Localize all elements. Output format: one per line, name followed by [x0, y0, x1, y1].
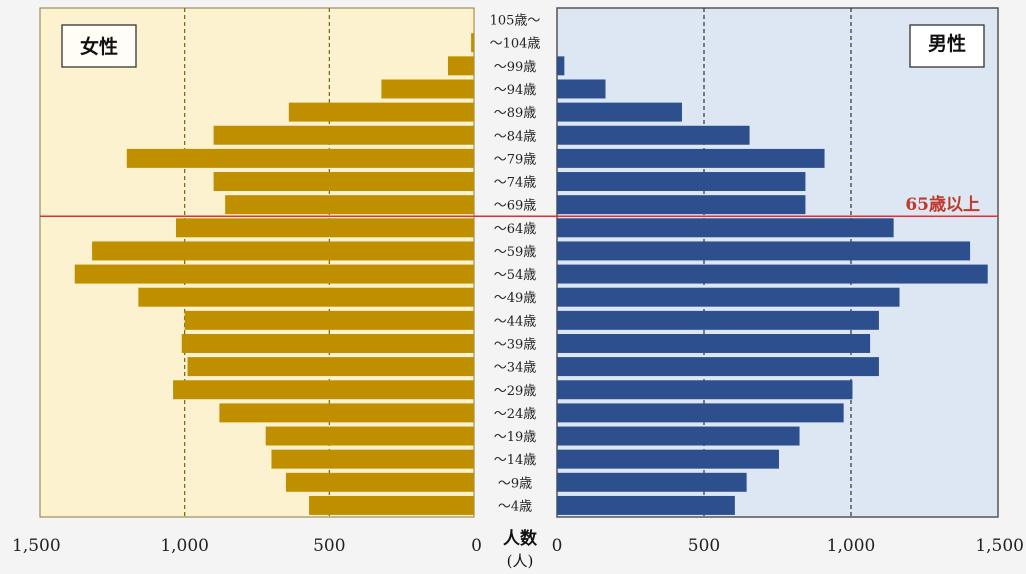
- male-bar-2: [557, 56, 565, 76]
- male-bar-11: [557, 264, 988, 284]
- female-bar-17: [219, 403, 474, 423]
- male-bar-16: [557, 380, 853, 400]
- age-label: 〜104歳: [490, 37, 541, 52]
- female-bar-10: [92, 241, 474, 261]
- male-bar-7: [557, 172, 806, 192]
- x-tick-left: 0: [471, 536, 482, 556]
- male-bar-15: [557, 357, 879, 377]
- x-tick-left: 500: [313, 536, 345, 556]
- female-bar-5: [213, 125, 474, 145]
- male-bar-17: [557, 403, 844, 423]
- age-label: 〜84歳: [494, 129, 537, 144]
- female-legend-box: [61, 24, 137, 68]
- female-bar-8: [225, 195, 474, 215]
- age-label: 〜24歳: [494, 407, 537, 422]
- female-bar-14: [181, 333, 475, 353]
- age-label: 〜94歳: [494, 83, 537, 98]
- age-label: 〜79歳: [494, 152, 537, 167]
- age-label: 〜39歳: [494, 337, 537, 352]
- age-label: 〜59歳: [494, 245, 537, 260]
- male-bar-10: [557, 241, 971, 261]
- age-label: 〜54歳: [494, 268, 537, 283]
- threshold-label: 65歳以上: [905, 194, 980, 215]
- age-label: 〜69歳: [494, 199, 537, 214]
- female-bar-19: [271, 449, 474, 469]
- age-label: 〜99歳: [494, 60, 537, 75]
- female-bar-12: [138, 287, 474, 307]
- axis-unit-label: (人): [507, 552, 534, 570]
- female-bar-21: [309, 495, 474, 515]
- female-bar-15: [187, 357, 474, 377]
- female-bar-6: [126, 148, 475, 168]
- male-bar-12: [557, 287, 900, 307]
- female-bar-9: [175, 218, 474, 238]
- male-bar-6: [557, 148, 825, 168]
- male-legend-box: [909, 24, 985, 68]
- male-bar-18: [557, 426, 800, 446]
- age-label: 〜89歳: [494, 106, 537, 121]
- female-bar-1: [471, 33, 474, 53]
- male-bar-19: [557, 449, 779, 469]
- age-label: 〜19歳: [494, 430, 537, 445]
- age-label: 〜74歳: [494, 176, 537, 191]
- female-bar-20: [285, 472, 474, 492]
- female-bar-7: [213, 172, 474, 192]
- male-legend-label: 男性: [928, 32, 966, 55]
- female-legend-label: 女性: [80, 35, 118, 58]
- female-bar-18: [265, 426, 474, 446]
- male-bar-5: [557, 125, 750, 145]
- female-bar-3: [381, 79, 474, 99]
- x-tick-left: 1,000: [160, 536, 209, 556]
- female-bar-4: [288, 102, 474, 122]
- age-label: 〜14歳: [494, 453, 537, 468]
- age-label: 〜4歳: [498, 499, 532, 514]
- age-label: 105歳〜: [490, 14, 541, 29]
- age-label: 〜9歳: [498, 476, 532, 491]
- age-label: 〜34歳: [494, 361, 537, 376]
- male-bar-4: [557, 102, 682, 122]
- male-bar-9: [557, 218, 894, 238]
- female-bar-13: [184, 310, 474, 330]
- female-bar-2: [447, 56, 474, 76]
- age-label: 〜49歳: [494, 291, 537, 306]
- x-tick-right: 500: [688, 536, 720, 556]
- axis-label: 人数: [503, 528, 538, 549]
- x-tick-right: 1,500: [975, 536, 1024, 556]
- female-bar-0: [473, 10, 474, 30]
- male-bar-21: [557, 495, 735, 515]
- male-bar-14: [557, 333, 871, 353]
- x-tick-right: 1,000: [827, 536, 876, 556]
- x-tick-right: 0: [552, 536, 563, 556]
- male-bar-3: [557, 79, 606, 99]
- female-bar-11: [74, 264, 474, 284]
- male-bar-20: [557, 472, 747, 492]
- age-label: 〜64歳: [494, 222, 537, 237]
- x-tick-left: 1,500: [12, 536, 61, 556]
- male-bar-13: [557, 310, 879, 330]
- age-label: 〜44歳: [494, 314, 537, 329]
- female-bar-16: [173, 380, 475, 400]
- age-label: 〜29歳: [494, 384, 537, 399]
- male-bar-8: [557, 195, 806, 215]
